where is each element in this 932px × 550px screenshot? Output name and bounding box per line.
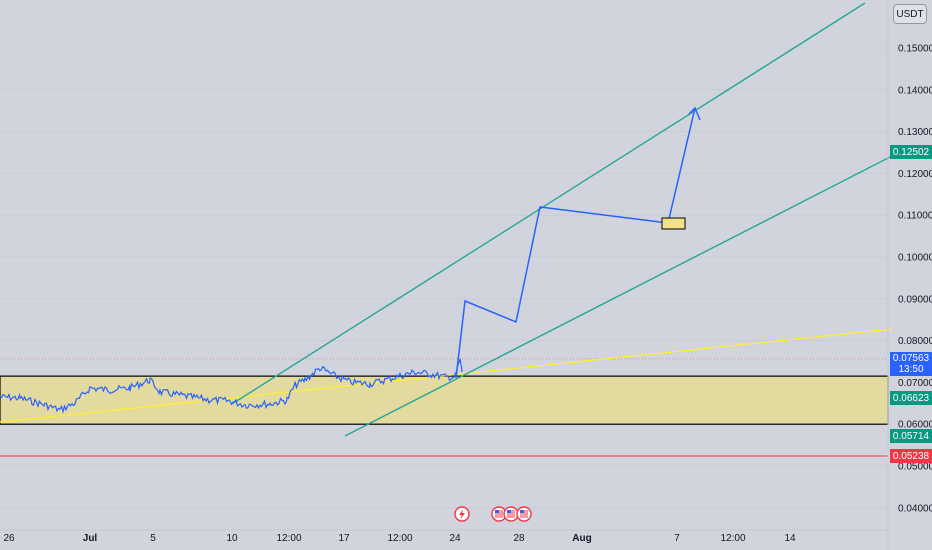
price-tag: 0.05238 <box>890 449 932 464</box>
time-tick-label: 12:00 <box>276 533 301 544</box>
projection-polyline[interactable] <box>455 107 696 379</box>
event-circle <box>516 506 532 522</box>
price-tick-label: 0.14000 <box>898 85 932 96</box>
price-tick-label: 0.10000 <box>898 253 932 264</box>
time-tick-label: 14 <box>784 533 796 544</box>
target-box[interactable] <box>661 217 686 230</box>
lightning-glyph <box>459 509 465 520</box>
price-tick-label: 0.08000 <box>898 336 932 347</box>
time-tick-label: 17 <box>338 533 350 544</box>
time-tick-label: 12:00 <box>720 533 745 544</box>
price-tag: 0.06623 <box>890 391 932 406</box>
price-series <box>0 358 463 414</box>
time-tick-label: 7 <box>674 533 680 544</box>
support-zone-rect[interactable] <box>0 375 889 425</box>
price-tick-label: 0.13000 <box>898 127 932 138</box>
price-tag-value: 0.12502 <box>892 146 930 158</box>
price-tick-label: 0.12000 <box>898 169 932 180</box>
price-tag-value: 0.05714 <box>892 430 930 442</box>
time-tick-label: 12:00 <box>387 533 412 544</box>
us-flag-icon[interactable] <box>503 506 519 522</box>
price-tag-value: 0.05238 <box>892 450 930 462</box>
time-tick-label: 10 <box>226 533 238 544</box>
price-line <box>0 358 463 414</box>
time-tick-label: Jul <box>83 533 98 544</box>
time-tick-label: Aug <box>572 533 591 544</box>
price-tick-label: 0.07000 <box>898 378 932 389</box>
price-tag-countdown: 13:50 <box>898 363 924 375</box>
us-flag-icon[interactable] <box>516 506 532 522</box>
price-tag: 0.05714 <box>890 429 932 444</box>
lightning-icon[interactable] <box>454 506 470 522</box>
time-tick-label: 26 <box>3 533 15 544</box>
projection-arrowhead <box>688 106 701 121</box>
support-zone[interactable] <box>0 375 889 425</box>
price-tick-label: 0.09000 <box>898 294 932 305</box>
flag-canton <box>507 510 511 513</box>
channel-upper-line[interactable] <box>231 2 866 405</box>
price-tick-label: 0.05000 <box>898 462 932 473</box>
flag-canton <box>495 510 499 513</box>
price-axis-labels[interactable]: 0.15000 0.14000 0.13000 0.12000 0.11000 0.100… <box>898 44 932 515</box>
time-tick-label: 24 <box>449 533 461 544</box>
price-tag: 0.12502 <box>890 145 932 160</box>
price-tick-label: 0.06000 <box>898 420 932 431</box>
price-tick-label: 0.11000 <box>898 211 932 222</box>
price-tag: 0.07563 13:50 <box>890 351 932 376</box>
time-tick-label: 5 <box>150 533 156 544</box>
price-tag-value: 0.07563 <box>892 352 930 364</box>
flag-canton <box>520 510 524 513</box>
time-tick-label: 28 <box>513 533 525 544</box>
price-tick-label: 0.15000 <box>898 44 932 55</box>
projection-path[interactable] <box>455 106 701 379</box>
plot-background <box>0 0 888 530</box>
currency-button[interactable]: USDT <box>893 4 927 24</box>
green-channel[interactable] <box>231 2 893 437</box>
time-axis-labels[interactable]: 26 Jul 5 10 12:00 17 12:00 24 28 Aug 7 12:00 14 <box>3 533 796 544</box>
event-circle <box>503 506 519 522</box>
price-tick-label: 0.04000 <box>898 503 932 514</box>
event-markers[interactable] <box>454 506 532 522</box>
channel-lower-line[interactable] <box>344 155 893 437</box>
price-tag-value: 0.06623 <box>892 392 930 404</box>
